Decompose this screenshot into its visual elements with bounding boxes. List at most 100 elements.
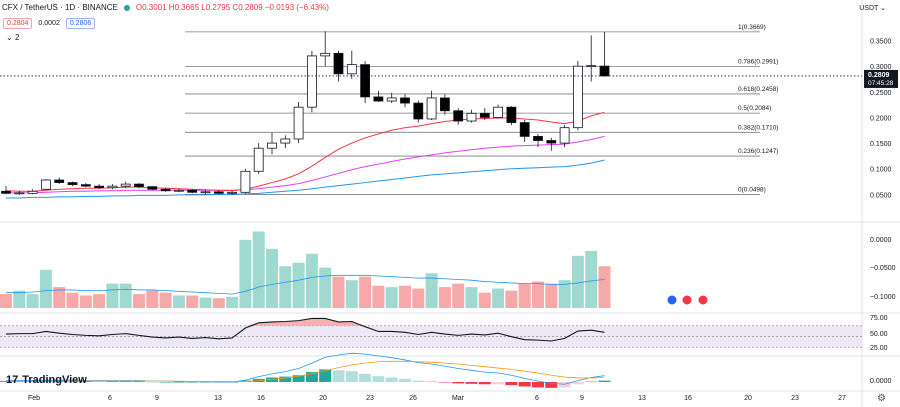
time-tick-label: 13 — [638, 395, 646, 402]
volume-bar — [372, 285, 385, 308]
candle-up — [240, 170, 251, 193]
candle-down — [67, 182, 78, 186]
candle-down — [360, 64, 371, 98]
bid-ask-row: 0.2804 0.0002 0.2806 — [3, 18, 96, 29]
macd-tick-label: 0.0000 — [870, 378, 892, 385]
volume-bar — [53, 287, 66, 308]
rsi-tick-label: 50.00 — [870, 331, 888, 338]
macd-histogram-bar — [146, 382, 159, 383]
indicator-collapse-button[interactable]: ⌄ 2 — [6, 33, 19, 42]
volume-bar — [359, 276, 372, 308]
candle-down — [373, 96, 384, 102]
macd-histogram-bar — [399, 378, 411, 382]
candle-up — [41, 179, 51, 190]
volume-bar — [438, 287, 451, 308]
tradingview-logo[interactable]: 17 TradingView — [6, 374, 87, 386]
volume-bar — [119, 283, 132, 308]
macd-histogram-bar — [452, 382, 465, 384]
macd-histogram-bar — [172, 382, 185, 383]
candle-down — [453, 110, 464, 122]
volume-bar — [465, 287, 478, 308]
volume-bar — [66, 292, 79, 308]
macd-histogram-bar — [465, 382, 478, 384]
time-tick-label: 13 — [214, 395, 222, 402]
volume-bar — [133, 294, 145, 308]
volume-bar — [266, 248, 278, 308]
candle-down — [213, 191, 224, 194]
symbol-title[interactable]: CFX / TetherUS · 1D · BINANCE — [2, 3, 118, 12]
price-tick-label: 0.1500 — [870, 141, 892, 148]
candle-up — [293, 106, 304, 140]
volume-bar — [319, 267, 332, 308]
macd-histogram-bar — [558, 382, 571, 388]
fib-level-label: 0.5(0.2084) — [738, 105, 771, 112]
macd-histogram-bar — [385, 377, 398, 382]
candle-down — [413, 102, 424, 120]
volume-bar — [106, 283, 119, 308]
macd-histogram-bar — [133, 381, 145, 383]
candle-up — [173, 189, 184, 192]
volume-bar — [292, 262, 305, 308]
candle-up — [386, 97, 397, 102]
time-tick-label: Feb — [28, 395, 40, 402]
candle-up — [586, 65, 597, 68]
ma-slow-line — [6, 159, 605, 199]
candle-down — [1, 190, 11, 194]
rsi-band — [0, 325, 862, 348]
price-tick-label: 0.3000 — [870, 64, 892, 71]
candle-down — [400, 97, 410, 104]
macd-histogram-bar — [266, 377, 278, 382]
time-tick-label: 9 — [580, 395, 584, 402]
macd-histogram-bar — [412, 380, 425, 382]
candle-up — [426, 97, 437, 120]
time-tick-label: 6 — [535, 395, 539, 402]
volume-bar — [332, 276, 345, 308]
volume-bar — [199, 297, 212, 308]
sell-price-button[interactable]: 0.2804 — [3, 18, 33, 29]
volume-bar — [425, 273, 438, 308]
volume-tick-label: 0.0000 — [870, 237, 892, 244]
rsi-tick-label: 75.00 — [870, 315, 888, 322]
candle-up — [346, 64, 357, 75]
candle-down — [134, 183, 144, 188]
macd-histogram-bar — [159, 382, 172, 383]
macd-histogram-bar — [598, 380, 611, 382]
volume-ma-line — [6, 274, 605, 295]
volume-bar — [478, 292, 491, 308]
macd-histogram-bar — [93, 381, 106, 383]
market-open-icon — [123, 4, 130, 11]
macd-histogram-bar — [79, 381, 92, 382]
time-tick-label: 9 — [155, 395, 159, 402]
rsi-line — [5, 317, 605, 342]
volume-bar — [26, 294, 39, 308]
macd-histogram-bar — [305, 372, 318, 382]
candle-down — [160, 188, 171, 192]
currency-label: USDT — [859, 5, 879, 12]
volume-bar — [279, 266, 292, 308]
volume-bar — [186, 295, 199, 308]
time-tick-label: Mar — [452, 395, 465, 402]
currency-selector[interactable]: USDT ⌄ — [859, 4, 886, 12]
time-tick-label: 16 — [257, 395, 265, 402]
volume-bar — [39, 269, 52, 308]
volume-bar — [399, 285, 411, 308]
countdown-label: 07:45:28 — [868, 80, 894, 87]
volume-bar — [598, 266, 611, 308]
volume-bar — [412, 288, 425, 308]
indicator-count: 2 — [14, 33, 20, 42]
dropdown-icon: ⌄ — [880, 5, 886, 12]
event-icon — [697, 294, 709, 306]
candle-up — [320, 52, 331, 57]
macd-histogram-bar — [119, 381, 132, 383]
time-tick-label: 16 — [684, 395, 692, 402]
gear-icon[interactable]: ⚙ — [877, 393, 886, 404]
candle-down — [519, 122, 530, 137]
event-icon — [681, 294, 693, 306]
spread-value: 0.0002 — [38, 20, 60, 27]
macd-histogram-bar — [532, 382, 544, 388]
macd-histogram-bar — [345, 371, 358, 382]
macd-histogram-bar — [585, 381, 598, 383]
buy-price-button[interactable]: 0.2806 — [65, 18, 96, 29]
macd-histogram-bar — [332, 370, 345, 382]
